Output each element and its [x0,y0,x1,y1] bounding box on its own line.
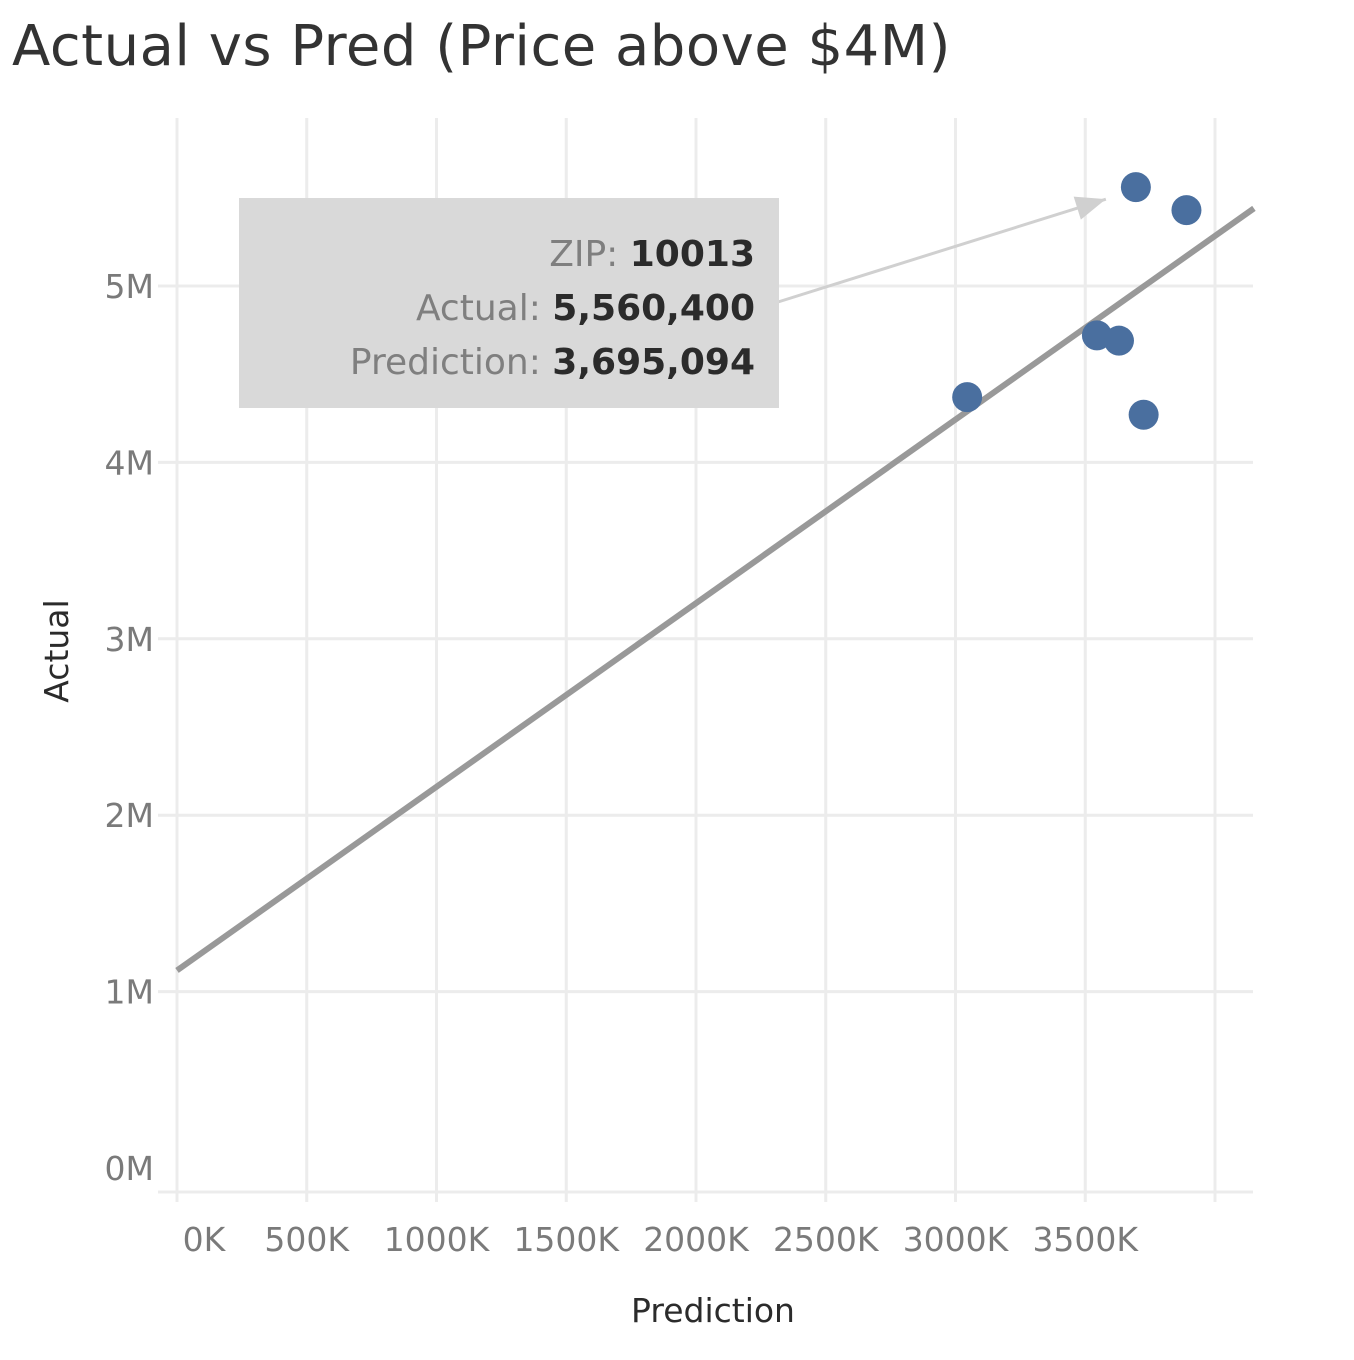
y-tick-label: 2M [105,796,154,835]
annotation-box [239,198,779,408]
data-point [1128,399,1159,430]
x-tick-label: 1000K [384,1220,491,1259]
annotation-value: 3,695,094 [552,342,755,383]
x-tick-label: 3000K [903,1220,1010,1259]
annotation-value: 10013 [630,234,755,275]
annotation-value: 5,560,400 [552,288,755,329]
x-tick-label: 500K [264,1220,350,1259]
x-tick-label: 1500K [513,1220,620,1259]
annotation-row: Prediction: 3,695,094 [350,342,755,383]
annotation-arrowhead [1073,196,1106,220]
x-tick-label: 2000K [643,1220,750,1259]
x-tick-label: 0K [183,1220,227,1259]
trend-line-group [175,205,1256,973]
data-point [1103,325,1134,356]
data-point [1171,195,1202,226]
x-tick-label: 3500K [1032,1220,1139,1259]
annotation-row: Actual: 5,560,400 [416,288,755,329]
x-axis-title: Prediction [631,1291,795,1330]
chart-title: Actual vs Pred (Price above $4M) [12,14,951,79]
x-tick-label: 2500K [773,1220,880,1259]
data-point [1120,172,1151,203]
annotation-key: Actual: [416,288,552,329]
data-point [952,382,983,413]
axes: 0K 500K 1000K 1500K 2000K 2500K 3000K 3500K 0M 1M… [105,267,1140,1259]
y-tick-label: 4M [105,443,154,482]
y-tick-label: 3M [105,620,154,659]
annotation-key: Prediction: [350,342,552,383]
y-axis-title: Actual [37,599,76,702]
y-tick-label: 0M [105,1149,154,1188]
y-tick-label: 5M [105,267,154,306]
annotation-arrow-line [777,197,1107,304]
annotation-key: ZIP: [549,234,630,275]
data-points [952,172,1202,430]
annotation-row: ZIP: 10013 [549,234,755,275]
trend-line [175,205,1256,973]
y-tick-label: 1M [105,973,154,1012]
